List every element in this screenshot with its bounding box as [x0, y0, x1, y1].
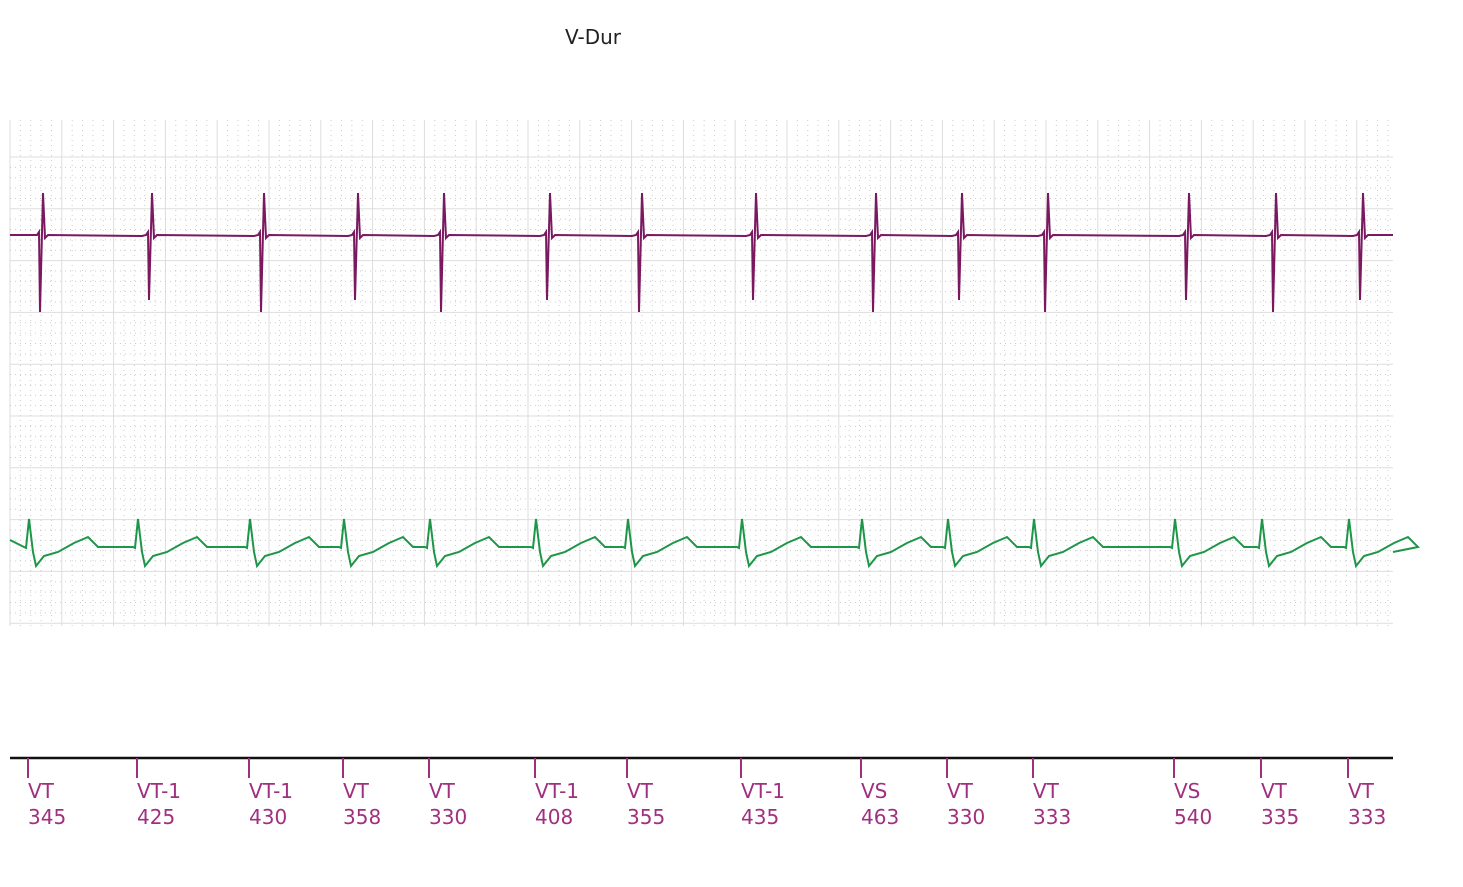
marker-interval: 463 [861, 805, 899, 829]
marker-interval: 345 [28, 805, 66, 829]
egm-trace-1 [10, 192, 1393, 313]
marker-label: VT [1033, 779, 1060, 803]
strip-title: V-Dur [565, 25, 622, 49]
marker-interval: 330 [429, 805, 467, 829]
marker-interval: 425 [137, 805, 175, 829]
marker-label: VT [343, 779, 370, 803]
marker-interval: 358 [343, 805, 381, 829]
marker-interval: 355 [627, 805, 665, 829]
marker-label: VT [1261, 779, 1288, 803]
marker-channel: VT345VT-1425VT-1430VT358VT330VT-1408VT35… [27, 758, 1386, 829]
marker-label: VT [28, 779, 55, 803]
marker-interval: 540 [1174, 805, 1212, 829]
marker-interval: 435 [741, 805, 779, 829]
marker-label: VT-1 [249, 779, 293, 803]
marker-interval: 408 [535, 805, 573, 829]
marker-interval: 330 [947, 805, 985, 829]
marker-label: VT-1 [741, 779, 785, 803]
marker-label: VT-1 [535, 779, 579, 803]
marker-label: VT [429, 779, 456, 803]
marker-interval: 333 [1348, 805, 1386, 829]
marker-interval: 333 [1033, 805, 1071, 829]
ecg-grid [9, 120, 1393, 626]
marker-label: VT [1348, 779, 1375, 803]
marker-label: VT-1 [137, 779, 181, 803]
marker-label: VS [861, 779, 887, 803]
marker-interval: 430 [249, 805, 287, 829]
marker-label: VT [627, 779, 654, 803]
marker-interval: 335 [1261, 805, 1299, 829]
marker-label: VS [1174, 779, 1200, 803]
marker-label: VT [947, 779, 974, 803]
egm-trace-2 [9, 518, 1421, 569]
